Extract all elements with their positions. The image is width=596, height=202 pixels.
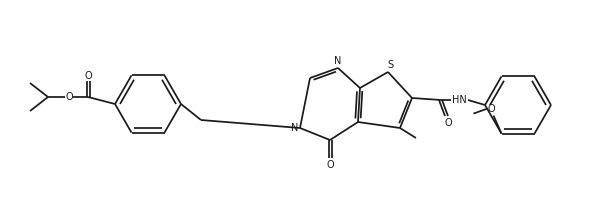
Text: S: S [387,60,393,70]
Text: HN: HN [452,95,467,105]
Text: O: O [326,160,334,170]
Text: N: N [291,123,299,133]
Text: O: O [65,92,73,102]
Text: O: O [84,71,92,81]
Text: N: N [334,56,342,66]
Text: O: O [444,118,452,128]
Text: O: O [488,104,495,114]
